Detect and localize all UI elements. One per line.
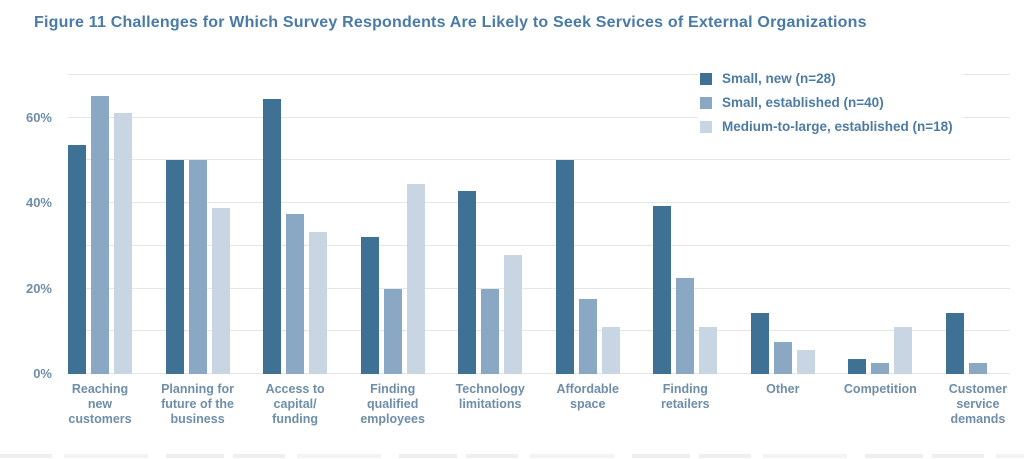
- bar-group: Finding qualified employees: [360, 75, 425, 426]
- bar: [601, 326, 620, 374]
- y-tick-label: 20%: [25, 280, 52, 296]
- legend-label: Small, new (n=28): [722, 71, 836, 86]
- y-tick-label: 0%: [33, 366, 52, 381]
- category-label: Reaching new customers: [68, 382, 132, 426]
- bar-group: Planning for future of the business: [161, 75, 234, 426]
- gridline: [68, 373, 1010, 374]
- bar: [750, 312, 769, 374]
- bar: [309, 231, 328, 374]
- bar: [188, 160, 207, 374]
- category-label: Technology limitations: [455, 382, 525, 411]
- legend-item: Medium-to-large, established (n=18): [700, 119, 953, 134]
- legend-label: Medium-to-large, established (n=18): [722, 119, 953, 134]
- y-tick-label: 60%: [25, 109, 52, 125]
- bar-group: Other: [750, 75, 815, 396]
- legend: Small, new (n=28) Small, established (n=4…: [698, 69, 963, 138]
- bar: [504, 255, 523, 374]
- bar-group: Customer service demands: [945, 75, 1010, 426]
- gridline: [68, 116, 1010, 118]
- bar: [653, 206, 672, 374]
- category-label: Finding retailers: [660, 382, 710, 411]
- bar: [796, 350, 815, 374]
- bar: [406, 184, 425, 374]
- bar: [699, 326, 718, 374]
- figure-title: Figure 11 Challenges for Which Survey Re…: [34, 14, 867, 31]
- bar: [968, 363, 987, 374]
- bar: [848, 358, 867, 374]
- legend-swatch: [700, 120, 712, 133]
- bar: [263, 99, 282, 374]
- gridline: [68, 74, 1010, 75]
- bar-groups: Reaching new customers Planning for futur…: [68, 75, 1010, 426]
- bar: [871, 363, 890, 374]
- category-label: Other: [766, 382, 800, 396]
- legend-swatch: [700, 96, 712, 109]
- category-label: Access to capital/ funding: [265, 382, 325, 426]
- bar-group: Technology limitations: [456, 75, 525, 411]
- y-axis: 0% 20% 40% 60%: [0, 75, 58, 381]
- bar: [68, 145, 86, 374]
- plot-area: Reaching new customers Planning for futur…: [68, 74, 1010, 426]
- bar: [286, 213, 305, 374]
- bar: [555, 160, 574, 374]
- bar: [360, 236, 379, 374]
- bar: [211, 207, 230, 374]
- bar-group: Finding retailers: [653, 75, 718, 411]
- bar: [481, 288, 500, 374]
- bar: [383, 288, 402, 374]
- category-label: Planning for future of the business: [161, 382, 234, 426]
- legend-item: Small, established (n=40): [700, 95, 953, 110]
- gridline: [68, 244, 1010, 246]
- bar-group: Access to capital/ funding: [263, 75, 328, 426]
- bar: [165, 160, 184, 374]
- gridline: [68, 159, 1010, 161]
- bar-group: Affordable space: [555, 75, 620, 411]
- gridline: [68, 287, 1010, 289]
- category-label: Customer service demands: [948, 382, 1008, 426]
- y-tick-label: 40%: [25, 195, 52, 211]
- bar: [676, 277, 695, 374]
- gridline: [68, 330, 1010, 332]
- bar: [91, 96, 109, 374]
- bar: [114, 113, 132, 374]
- bar-group: Competition: [844, 75, 917, 396]
- legend-label: Small, established (n=40): [722, 95, 884, 110]
- bar: [578, 299, 597, 374]
- legend-swatch: [700, 72, 712, 85]
- bar: [458, 190, 477, 374]
- legend-item: Small, new (n=28): [700, 71, 953, 86]
- bar: [894, 326, 913, 374]
- category-label: Affordable space: [556, 382, 619, 411]
- bar-group: Reaching new customers: [68, 75, 132, 426]
- bar: [773, 341, 792, 374]
- cropped-text-strip: [0, 454, 1024, 458]
- category-label: Finding qualified employees: [360, 382, 425, 426]
- category-label: Competition: [843, 382, 917, 396]
- gridline: [68, 202, 1010, 204]
- bar: [945, 312, 964, 374]
